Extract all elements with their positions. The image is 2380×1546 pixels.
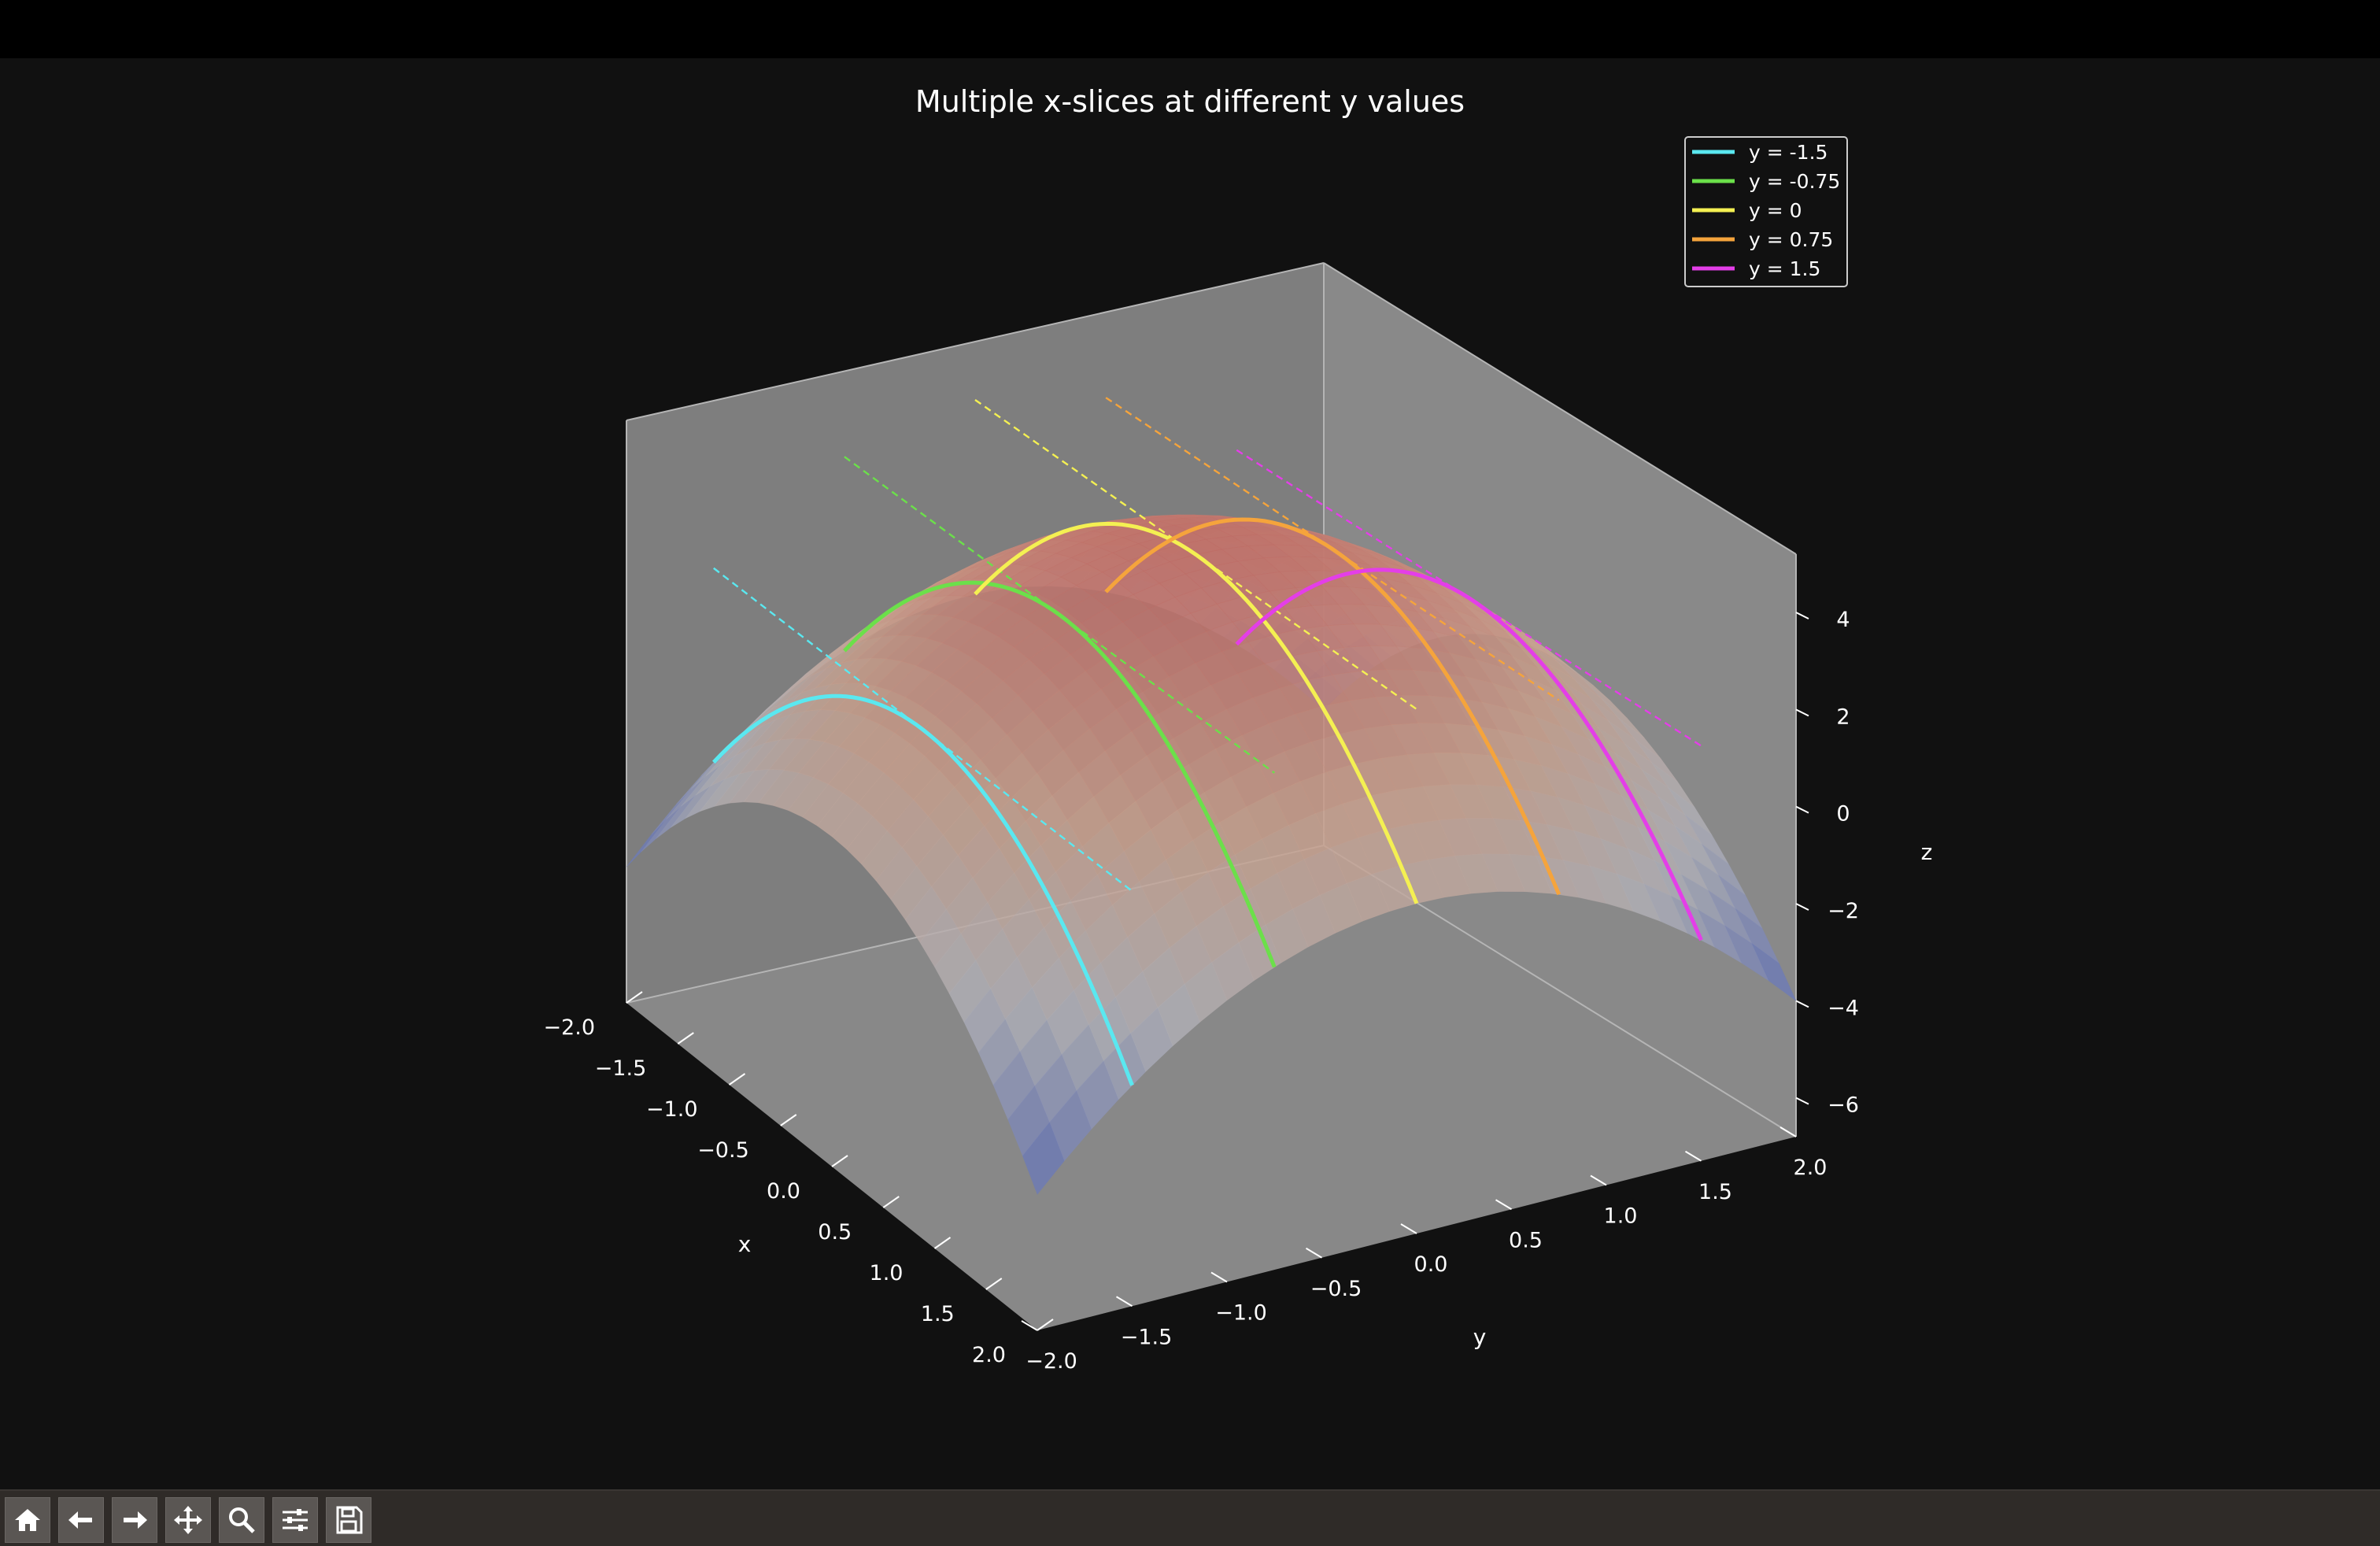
magnifier-icon	[229, 1507, 255, 1533]
y-tick-label: 2.0	[1794, 1156, 1828, 1180]
x-tick-label: 0.5	[818, 1220, 852, 1245]
x-tick	[780, 1114, 797, 1126]
legend-entry: y = 1.5	[1749, 257, 1820, 280]
x-tick-label: 1.0	[870, 1261, 904, 1285]
legend-frame	[1684, 136, 1848, 287]
y-tick	[1400, 1223, 1417, 1234]
slice-projection-1	[844, 456, 1275, 774]
y-tick	[1684, 1150, 1702, 1162]
x-tick	[1037, 1319, 1054, 1331]
x-tick	[985, 1278, 1003, 1290]
y-axis-label: y	[1473, 1324, 1487, 1350]
floppy-disk-icon	[336, 1506, 363, 1534]
y-tick	[1495, 1199, 1513, 1211]
z-tick-label: 0	[1836, 802, 1850, 827]
chart-title: Multiple x-slices at different y values	[915, 84, 1465, 119]
z-tick-label: −6	[1828, 1093, 1859, 1118]
x-tick	[933, 1237, 952, 1249]
z-tick-label: −2	[1828, 899, 1859, 923]
pane-edge	[1323, 262, 1797, 555]
y-tick-label: 1.0	[1604, 1204, 1638, 1229]
surface-patch	[1751, 942, 1797, 1002]
x-tick-label: −1.0	[646, 1097, 698, 1122]
home-button[interactable]	[5, 1497, 50, 1543]
x-tick	[728, 1073, 746, 1086]
y-tick	[1115, 1296, 1133, 1307]
x-tick	[831, 1155, 848, 1167]
legend: y = -1.5 y = -0.75 y = 0 y = 0.75 y = 1.5	[1684, 136, 1848, 287]
save-button[interactable]	[326, 1497, 371, 1543]
arrow-right-icon	[124, 1511, 147, 1529]
x-axis-label: x	[738, 1231, 752, 1257]
x-tick	[626, 991, 643, 1004]
y-tick-label: −2.0	[1026, 1349, 1077, 1374]
home-icon	[15, 1509, 40, 1531]
legend-entry: y = 0.75	[1749, 228, 1833, 251]
axes-ticks: −2.0−1.5−1.0−0.50.00.51.01.52.0 −2.0−1.5−…	[543, 608, 1858, 1374]
z-tick-label: 2	[1836, 705, 1850, 729]
legend-entry: y = -0.75	[1749, 170, 1840, 193]
y-tick-label: −1.0	[1215, 1301, 1267, 1326]
legend-entry: y = 0	[1749, 199, 1802, 222]
y-tick-label: −0.5	[1310, 1277, 1362, 1301]
z-tick	[1795, 1097, 1809, 1105]
y-tick-label: 0.5	[1509, 1228, 1543, 1252]
y-tick	[1590, 1174, 1607, 1186]
z-axis-label: z	[1921, 839, 1933, 865]
floor-pane	[626, 845, 1796, 1330]
pan-button[interactable]	[165, 1497, 211, 1543]
z-tick-label: 4	[1836, 608, 1850, 632]
x-tick-label: −1.5	[595, 1056, 647, 1081]
y-tick-label: 1.5	[1698, 1180, 1732, 1204]
z-tick	[1795, 1000, 1809, 1008]
sliders-icon	[283, 1509, 308, 1531]
figure-canvas[interactable]: −2.0 −1.5 −1.0 −0.5 0.0 0.5 1.0 1.5 2.0 −2.0 −1.5−…	[0, 58, 2380, 1489]
x-tick-label: 2.0	[972, 1343, 1006, 1367]
x-tick	[882, 1196, 900, 1208]
y-tick	[1021, 1320, 1038, 1331]
z-tick-label: −4	[1828, 996, 1859, 1020]
navigation-toolbar	[0, 1489, 2380, 1546]
x-tick	[677, 1032, 694, 1045]
configure-subplots-button[interactable]	[272, 1497, 318, 1543]
z-tick	[1795, 708, 1809, 717]
slice-lines	[711, 517, 1703, 1086]
y-tick	[1305, 1247, 1323, 1259]
back-button[interactable]	[58, 1497, 104, 1543]
y-tick	[1779, 1126, 1797, 1137]
x-tick-label: −2.0	[543, 1015, 595, 1040]
plot-svg[interactable]: −2.0−1.5−1.0−0.50.00.51.01.52.0 −2.0−1.5−…	[0, 58, 2380, 1489]
x-tick-label: 1.5	[921, 1302, 955, 1326]
y-tick	[1210, 1271, 1228, 1283]
zoom-button[interactable]	[219, 1497, 264, 1543]
slice-projection-2	[974, 399, 1417, 710]
z-tick	[1795, 903, 1809, 911]
y-tick-label: 0.0	[1414, 1252, 1448, 1277]
x-tick-label: −0.5	[697, 1138, 749, 1163]
forward-button[interactable]	[112, 1497, 157, 1543]
z-tick	[1795, 805, 1809, 814]
pane-edge	[626, 262, 1325, 421]
move-icon	[174, 1506, 202, 1534]
y-tick-label: −1.5	[1121, 1325, 1173, 1349]
arrow-left-icon	[68, 1511, 92, 1529]
legend-entry: y = -1.5	[1749, 141, 1828, 164]
title-bar	[0, 0, 2380, 58]
z-tick	[1795, 612, 1809, 620]
x-tick-label: 0.0	[767, 1179, 800, 1204]
